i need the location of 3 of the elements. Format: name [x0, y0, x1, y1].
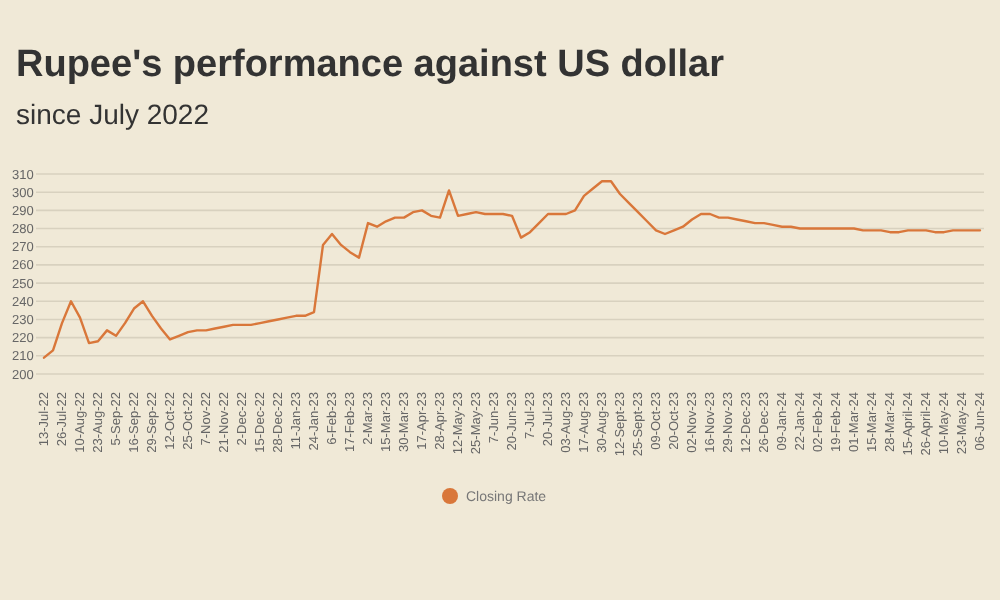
chart-subtitle: since July 2022: [16, 98, 210, 130]
line-series: [42, 180, 982, 359]
chart-title: Rupee's performance against US dollar: [16, 44, 726, 86]
